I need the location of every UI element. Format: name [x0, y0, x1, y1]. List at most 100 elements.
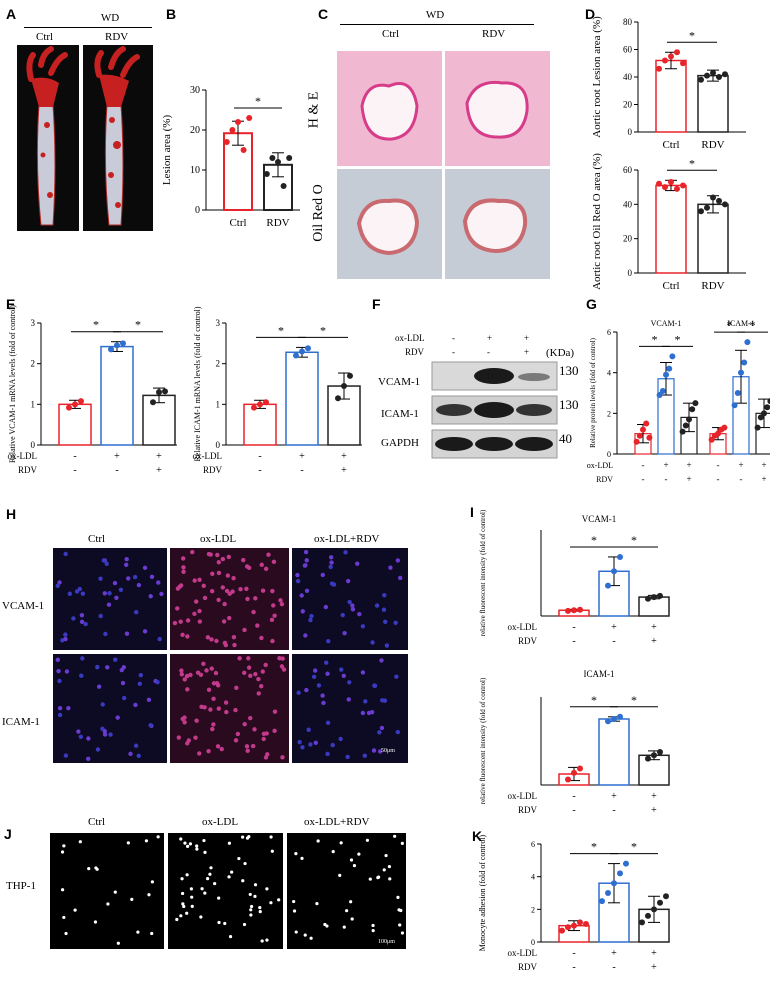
blot-kda-vcam1: 130	[559, 363, 579, 378]
data-point	[617, 713, 623, 720]
cell-nucleus	[270, 638, 275, 644]
treat-label-rdv: RDV	[203, 465, 223, 475]
cell-nucleus	[184, 673, 190, 679]
y-tick-label: 3	[216, 318, 221, 328]
adherent-cell	[376, 875, 381, 879]
data-point	[686, 416, 692, 423]
data-point	[662, 57, 668, 64]
cell-nucleus	[234, 685, 239, 691]
adherent-cell	[316, 839, 320, 843]
treat-label-oxldl: ox-LDL	[587, 461, 613, 470]
panel-c-row-oro: Oil Red O	[310, 184, 326, 242]
cell-nucleus	[180, 716, 185, 722]
adherent-cell	[387, 864, 392, 869]
data-point	[668, 179, 674, 186]
data-point	[657, 749, 663, 755]
cell-nucleus	[227, 591, 232, 596]
treat-oxldl-value: -	[572, 791, 575, 802]
treat-rdv-value: +	[156, 465, 162, 476]
adherent-cell	[331, 850, 335, 854]
cell-nucleus	[345, 578, 351, 584]
adherent-cell	[315, 902, 319, 906]
cell-nucleus	[377, 749, 383, 754]
cell-nucleus	[57, 580, 62, 585]
treat-rdv-value: +	[761, 474, 766, 484]
treat-rdv-value: +	[341, 465, 347, 476]
chart-i-vcam1-fluorescence: relative fluorescent intensity (fold of …	[479, 509, 670, 647]
cell-nucleus	[304, 588, 310, 593]
data-point	[341, 383, 347, 390]
data-point	[577, 919, 583, 926]
bar	[638, 754, 670, 786]
data-point	[605, 582, 611, 589]
data-point	[710, 69, 716, 76]
adherent-cell	[208, 872, 212, 876]
data-point	[722, 201, 728, 208]
cell-nucleus	[250, 743, 256, 749]
data-point	[565, 924, 571, 931]
micrograph	[292, 654, 408, 763]
cell-nucleus	[313, 740, 318, 746]
data-point	[263, 399, 269, 406]
data-point	[335, 395, 341, 402]
cell-nucleus	[302, 563, 308, 568]
cell-nucleus	[223, 700, 229, 705]
adherent-cell	[294, 851, 298, 856]
data-point	[645, 912, 651, 919]
data-point	[559, 927, 565, 934]
data-point	[108, 346, 114, 353]
data-point	[710, 194, 716, 201]
cell-nucleus	[320, 572, 325, 578]
cell-nucleus	[312, 668, 318, 673]
cell-nucleus	[226, 554, 232, 560]
adherent-cell	[195, 847, 199, 851]
cell-nucleus	[134, 609, 139, 615]
adherent-cell	[150, 880, 154, 884]
adherent-cell	[60, 850, 65, 854]
data-point	[764, 404, 770, 411]
bar	[285, 351, 319, 446]
micrograph	[287, 833, 406, 949]
data-point	[640, 426, 646, 433]
panel-j-scale: 100μm	[378, 939, 395, 945]
panel-letter-a: A	[6, 6, 17, 22]
cell-nucleus	[159, 591, 164, 597]
treat-label-rdv: RDV	[518, 962, 538, 972]
adherent-cell	[228, 934, 233, 939]
data-point	[744, 339, 751, 346]
data-point	[757, 414, 764, 421]
cell-nucleus	[324, 660, 329, 665]
panel-letter-k: K	[472, 828, 483, 844]
cell-nucleus	[272, 709, 278, 714]
data-point	[698, 208, 704, 215]
data-point	[669, 353, 676, 360]
adherent-cell	[179, 837, 183, 841]
data-point	[611, 880, 617, 887]
treat-oxldl-value: +	[611, 948, 617, 959]
cell-nucleus	[55, 583, 60, 589]
adherent-cell	[183, 841, 187, 845]
adherent-cell	[400, 841, 404, 845]
adherent-cell	[64, 931, 68, 936]
treat-rdv-value: -	[572, 962, 575, 973]
panel-c-group-line	[340, 24, 534, 25]
treat-oxldl-value: +	[341, 451, 347, 462]
cell-nucleus	[325, 720, 331, 726]
sig-star: *	[689, 156, 695, 170]
adherent-cell	[384, 853, 388, 858]
adherent-cell	[182, 904, 186, 909]
cell-nucleus	[98, 613, 103, 619]
y-tick-label: 20	[623, 100, 633, 110]
cell-nucleus	[323, 604, 329, 610]
cell-nucleus	[106, 602, 112, 607]
cell-nucleus	[175, 606, 180, 611]
adherent-cell	[303, 933, 307, 937]
adherent-cell	[106, 902, 110, 906]
data-point	[229, 127, 236, 133]
cell-nucleus	[395, 558, 401, 563]
cell-nucleus	[238, 586, 243, 592]
bar	[598, 718, 630, 786]
cell-nucleus	[260, 669, 265, 674]
histology-images	[337, 51, 550, 279]
sig-star: *	[652, 332, 658, 346]
